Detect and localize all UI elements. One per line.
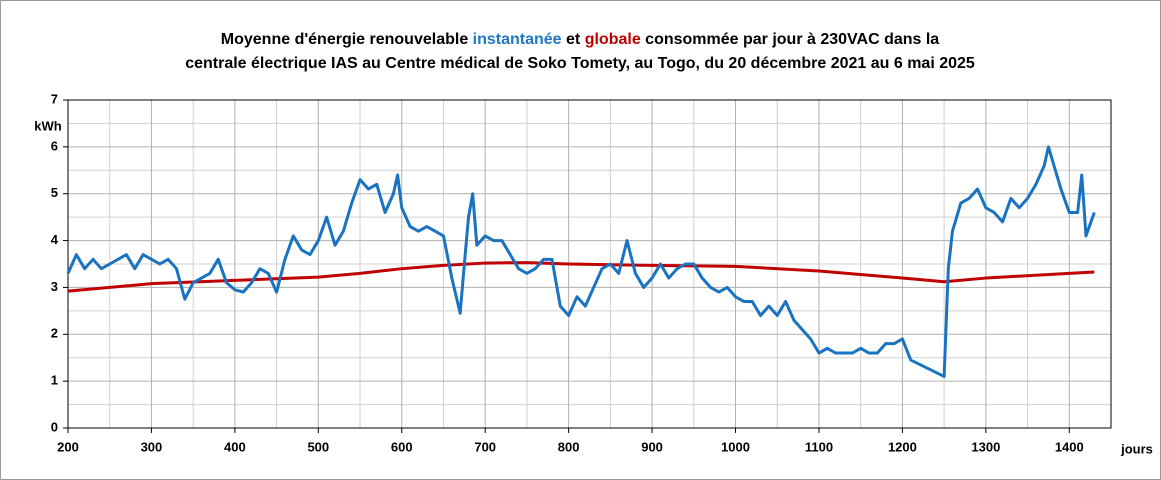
x-tick-label: 1200 — [888, 439, 917, 454]
title-part: Moyenne d'énergie renouvelable — [221, 31, 473, 48]
title-part: centrale électrique IAS au Centre médica… — [185, 55, 975, 72]
x-tick-label: 700 — [474, 439, 496, 454]
y-axis-label: kWh — [34, 118, 62, 133]
y-tick-label: 3 — [51, 279, 58, 294]
chart-title: centrale électrique IAS au Centre médica… — [185, 55, 975, 72]
y-tick-label: 1 — [51, 373, 58, 388]
x-tick-label: 300 — [141, 439, 163, 454]
x-tick-label: 200 — [57, 439, 79, 454]
x-axis-label: jours — [1120, 441, 1153, 456]
title-part: instantanée — [473, 31, 562, 48]
y-tick-label: 0 — [51, 419, 58, 434]
x-tick-label: 800 — [558, 439, 580, 454]
plot-border — [67, 99, 1112, 429]
x-tick-label: 500 — [307, 439, 329, 454]
y-tick-label: 2 — [51, 326, 58, 341]
title-part: globale — [585, 31, 641, 48]
x-tick-label: 1400 — [1055, 439, 1084, 454]
y-tick-label: 5 — [51, 185, 58, 200]
y-tick-label: 4 — [51, 232, 59, 247]
x-tick-label: 1300 — [971, 439, 1000, 454]
chart-title: Moyenne d'énergie renouvelable instantan… — [221, 31, 940, 48]
series-line — [67, 261, 1095, 293]
y-tick-label: 7 — [51, 91, 58, 106]
x-tick-label: 600 — [391, 439, 413, 454]
x-tick-label: 900 — [641, 439, 663, 454]
title-part: et — [562, 31, 585, 48]
x-tick-label: 400 — [224, 439, 246, 454]
x-tick-label: 1100 — [805, 439, 833, 454]
title-part: consommée par jour à 230VAC dans la — [641, 31, 940, 48]
series-line — [66, 145, 1096, 378]
x-tick-label: 1000 — [721, 439, 750, 454]
y-tick-label: 6 — [51, 138, 58, 153]
